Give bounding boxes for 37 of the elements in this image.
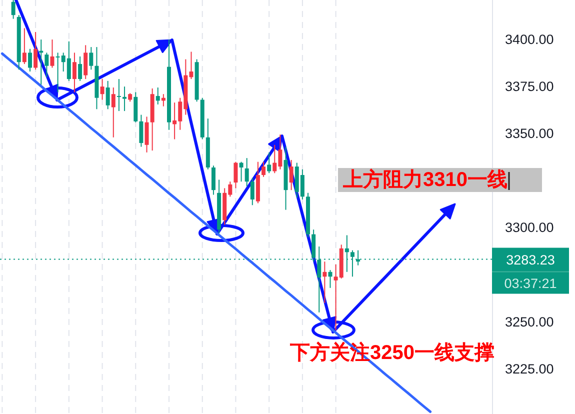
candlestick <box>122 86 127 112</box>
candlestick <box>34 31 38 70</box>
candlestick <box>234 161 238 189</box>
candlestick <box>289 159 294 191</box>
candlestick <box>100 78 104 100</box>
text: 03:37:21 <box>504 276 557 291</box>
candlestick <box>50 39 54 68</box>
y-tick-label: 3400.00 <box>505 32 554 48</box>
candlestick <box>111 87 116 138</box>
candlestick <box>239 161 244 182</box>
candlestick <box>78 56 82 82</box>
y-tick-label: 3350.00 <box>505 126 554 142</box>
candlestick <box>144 116 149 153</box>
candlestick <box>106 80 110 110</box>
candlestick <box>250 177 254 206</box>
y-tick-label: 3300.00 <box>505 220 554 236</box>
candlestick <box>262 161 266 178</box>
candlestick <box>244 158 249 187</box>
candlestick <box>72 52 76 93</box>
candlestick <box>22 28 26 64</box>
candlestick <box>89 46 94 70</box>
candlestick <box>156 87 160 105</box>
candlestick <box>84 44 88 80</box>
ref-line-label: 3283.23 <box>506 252 555 268</box>
y-tick-label: 3225.00 <box>505 361 554 376</box>
candlestick <box>267 152 272 174</box>
y-tick-label: 3250.00 <box>505 314 554 330</box>
candlestick <box>139 114 144 148</box>
candlestick <box>322 261 327 304</box>
candlestick <box>116 78 121 112</box>
candlestick <box>211 165 216 196</box>
annotation: 上方阻力3310一线 <box>342 168 508 191</box>
candlestick <box>328 270 332 288</box>
candlestick <box>11 0 16 20</box>
candlestick <box>28 48 32 72</box>
candlestick <box>44 52 49 78</box>
y-tick-label: 3375.00 <box>505 79 554 94</box>
